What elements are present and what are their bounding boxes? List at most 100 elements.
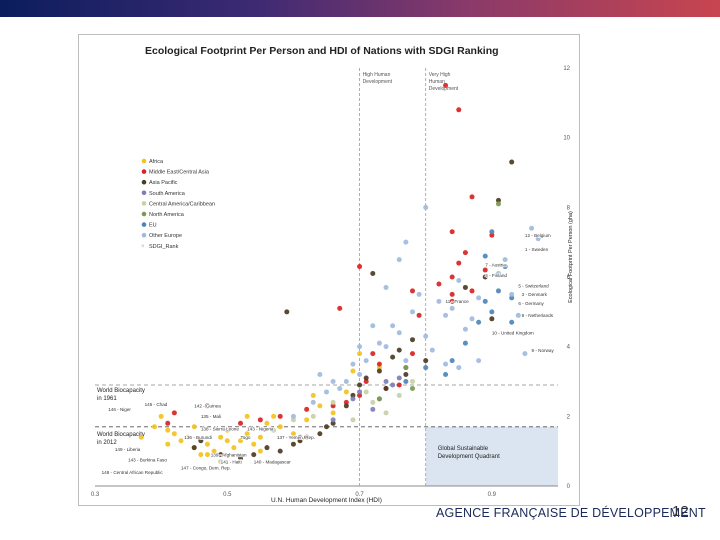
point-other-europe bbox=[324, 389, 329, 395]
country-annotation: 143 - Nigeria bbox=[247, 426, 274, 431]
point-asia-pacific bbox=[304, 434, 310, 440]
point-asia-pacific bbox=[363, 375, 369, 381]
country-annotation: 8 - Netherlands bbox=[522, 313, 554, 318]
point-other-europe bbox=[350, 361, 356, 367]
point-africa bbox=[191, 424, 197, 430]
point-eu bbox=[495, 288, 501, 294]
point-asia-pacific bbox=[343, 403, 349, 409]
scatter-chart: Ecological Footprint Per Person and HDI … bbox=[91, 45, 574, 504]
point-middle-east-central-asia bbox=[330, 403, 336, 409]
point-south-america bbox=[297, 434, 303, 440]
country-annotation: 9 - Norway bbox=[532, 348, 555, 353]
point-other-europe bbox=[423, 333, 429, 339]
point-africa bbox=[178, 438, 184, 444]
country-annotation: 135 - Mali bbox=[201, 414, 221, 419]
point-other-europe bbox=[416, 291, 422, 297]
chart-title: Ecological Footprint Per Person and HDI … bbox=[145, 45, 499, 57]
point-other-europe bbox=[436, 298, 442, 304]
point-other-europe bbox=[529, 225, 535, 231]
point-africa bbox=[244, 413, 250, 419]
point-other-europe bbox=[469, 316, 475, 322]
point-middle-east-central-asia bbox=[357, 264, 363, 270]
point-asia-pacific bbox=[462, 284, 468, 290]
point-asia-pacific bbox=[376, 368, 382, 374]
country-annotation: 5 - Switzerland bbox=[518, 283, 549, 288]
point-middle-east-central-asia bbox=[456, 107, 462, 113]
legend-label-sdgi-rank: SDGI_Rank bbox=[149, 244, 179, 250]
point-eu bbox=[482, 253, 488, 259]
country-annotation: 143 - Burkina Faso bbox=[128, 458, 167, 463]
point-asia-pacific bbox=[396, 347, 402, 353]
y-tick-label: 4 bbox=[567, 345, 571, 351]
point-middle-east-central-asia bbox=[238, 420, 244, 426]
point-middle-east-central-asia bbox=[409, 288, 415, 294]
point-asia-pacific bbox=[383, 385, 389, 391]
point-africa bbox=[251, 441, 257, 447]
point-other-europe bbox=[317, 372, 323, 378]
point-middle-east-central-asia bbox=[257, 417, 263, 423]
point-middle-east-central-asia bbox=[482, 267, 488, 273]
legend: Africa Middle East/Central Asia Asia Pacif… bbox=[141, 158, 215, 250]
point-middle-east-central-asia bbox=[449, 298, 455, 304]
point-other-europe bbox=[456, 277, 462, 283]
point-asia-pacific bbox=[324, 424, 329, 430]
high-hdi-caption: Development bbox=[363, 79, 393, 85]
point-middle-east-central-asia bbox=[462, 250, 468, 256]
point-asia-pacific bbox=[251, 452, 257, 458]
point-middle-east-central-asia bbox=[396, 382, 402, 388]
country-annotation: 1 - Sweden bbox=[525, 247, 549, 252]
point-eu bbox=[509, 319, 515, 325]
point-middle-east-central-asia bbox=[409, 351, 415, 357]
point-other-europe bbox=[357, 344, 363, 350]
point-eu bbox=[449, 358, 455, 364]
point-asia-pacific bbox=[390, 354, 396, 360]
point-other-europe bbox=[403, 239, 409, 245]
point-other-europe bbox=[357, 372, 363, 378]
point-central-america-caribbean bbox=[271, 427, 277, 433]
point-africa bbox=[290, 431, 296, 437]
point-north-america bbox=[495, 201, 501, 207]
point-africa bbox=[257, 434, 263, 440]
x-tick-label: 0.9 bbox=[488, 492, 497, 498]
point-south-america bbox=[330, 417, 336, 423]
point-africa bbox=[238, 438, 244, 444]
point-other-europe bbox=[363, 358, 369, 364]
legend-marker-middle-east-central-asia bbox=[141, 169, 147, 174]
point-asia-pacific bbox=[297, 438, 303, 444]
point-eu bbox=[443, 372, 449, 378]
country-annotation: Togo bbox=[241, 435, 251, 440]
legend-label-central-america-caribbean: Central America/Caribbean bbox=[149, 201, 215, 207]
legend-marker-africa bbox=[141, 158, 147, 164]
point-asia-pacific bbox=[357, 382, 363, 388]
brand-gradient-bar bbox=[0, 0, 720, 17]
point-africa bbox=[198, 452, 204, 458]
point-middle-east-central-asia bbox=[469, 194, 475, 200]
point-other-europe bbox=[396, 257, 402, 263]
point-africa bbox=[165, 427, 171, 433]
point-middle-east-central-asia bbox=[376, 361, 382, 367]
point-africa bbox=[231, 445, 237, 451]
point-africa bbox=[277, 424, 283, 430]
legend-marker-north-america bbox=[141, 211, 147, 217]
point-eu bbox=[502, 264, 508, 270]
sustainable-quadrant bbox=[425, 426, 558, 486]
point-africa bbox=[317, 403, 323, 409]
point-south-america bbox=[370, 406, 376, 412]
point-middle-east-central-asia bbox=[357, 392, 363, 398]
point-africa bbox=[165, 441, 171, 447]
very-high-hdi-caption: Very High bbox=[429, 72, 451, 78]
point-africa bbox=[224, 427, 230, 433]
point-africa bbox=[257, 448, 263, 454]
point-central-america-caribbean bbox=[350, 417, 356, 423]
point-asia-pacific bbox=[238, 455, 244, 461]
point-other-europe bbox=[343, 379, 349, 384]
point-north-america bbox=[403, 365, 409, 371]
y-tick-label: 10 bbox=[563, 136, 570, 142]
legend-label-south-america: South America bbox=[149, 191, 186, 197]
point-middle-east-central-asia bbox=[343, 399, 349, 405]
legend-label-africa: Africa bbox=[149, 159, 164, 165]
point-other-europe bbox=[456, 365, 462, 371]
country-annotation: 141 - Haiti bbox=[221, 459, 242, 464]
legend-marker-other-europe bbox=[141, 232, 147, 238]
very-high-hdi-caption: Human bbox=[429, 79, 445, 85]
